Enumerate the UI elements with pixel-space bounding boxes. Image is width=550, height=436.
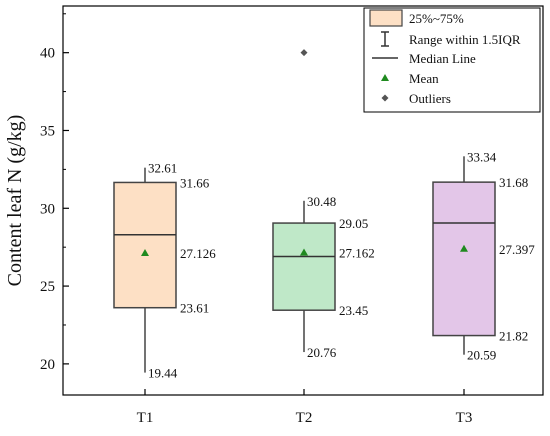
y-tick-label: 40 [40, 46, 55, 62]
whisker-high-label: 33.34 [467, 149, 497, 164]
y-tick-label: 35 [40, 123, 55, 139]
q3-label: 29.05 [339, 216, 368, 231]
y-axis-label: Content leaf N (g/kg) [4, 115, 26, 287]
q3-label: 31.68 [499, 175, 528, 190]
mean-label: 27.126 [180, 246, 216, 261]
legend-outlier-symbol [381, 94, 389, 102]
y-tick-label: 25 [40, 279, 55, 295]
whisker-high-label: 32.61 [148, 161, 177, 176]
whisker-low-label: 19.44 [148, 366, 178, 381]
q1-label: 23.61 [180, 301, 209, 316]
legend-label: Median Line [409, 51, 476, 66]
y-tick-label: 30 [40, 201, 55, 217]
mean-label: 27.397 [499, 242, 535, 257]
legend-mean-symbol [381, 74, 389, 81]
mean-marker [460, 244, 468, 252]
legend: 25%~75% Range within 1.5IQR Median Line Mea… [363, 7, 541, 113]
q1-label: 23.45 [339, 303, 368, 318]
mean-label: 27.162 [339, 245, 375, 260]
legend-box-swatch [369, 9, 403, 27]
iqr-box [272, 222, 336, 311]
x-tick-label: T1 [137, 410, 154, 426]
whisker-low-label: 20.59 [467, 348, 496, 363]
whisker-low-label: 20.76 [307, 345, 337, 360]
iqr-box [113, 181, 177, 309]
legend-label: 25%~75% [409, 11, 464, 26]
legend-label: Outliers [409, 91, 451, 106]
x-tick-label: T3 [456, 410, 473, 426]
plot-frame [62, 5, 544, 396]
outlier-marker [300, 49, 308, 57]
whisker-high-label: 30.48 [307, 194, 336, 209]
legend-label: Mean [409, 71, 439, 86]
q1-label: 21.82 [499, 329, 528, 344]
legend-label: Range within 1.5IQR [409, 32, 521, 47]
q3-label: 31.66 [180, 175, 210, 190]
y-tick-label: 20 [40, 357, 55, 373]
iqr-box [432, 181, 496, 337]
mean-marker [141, 248, 149, 256]
mean-marker [300, 248, 308, 256]
x-tick-label: T2 [296, 410, 313, 426]
